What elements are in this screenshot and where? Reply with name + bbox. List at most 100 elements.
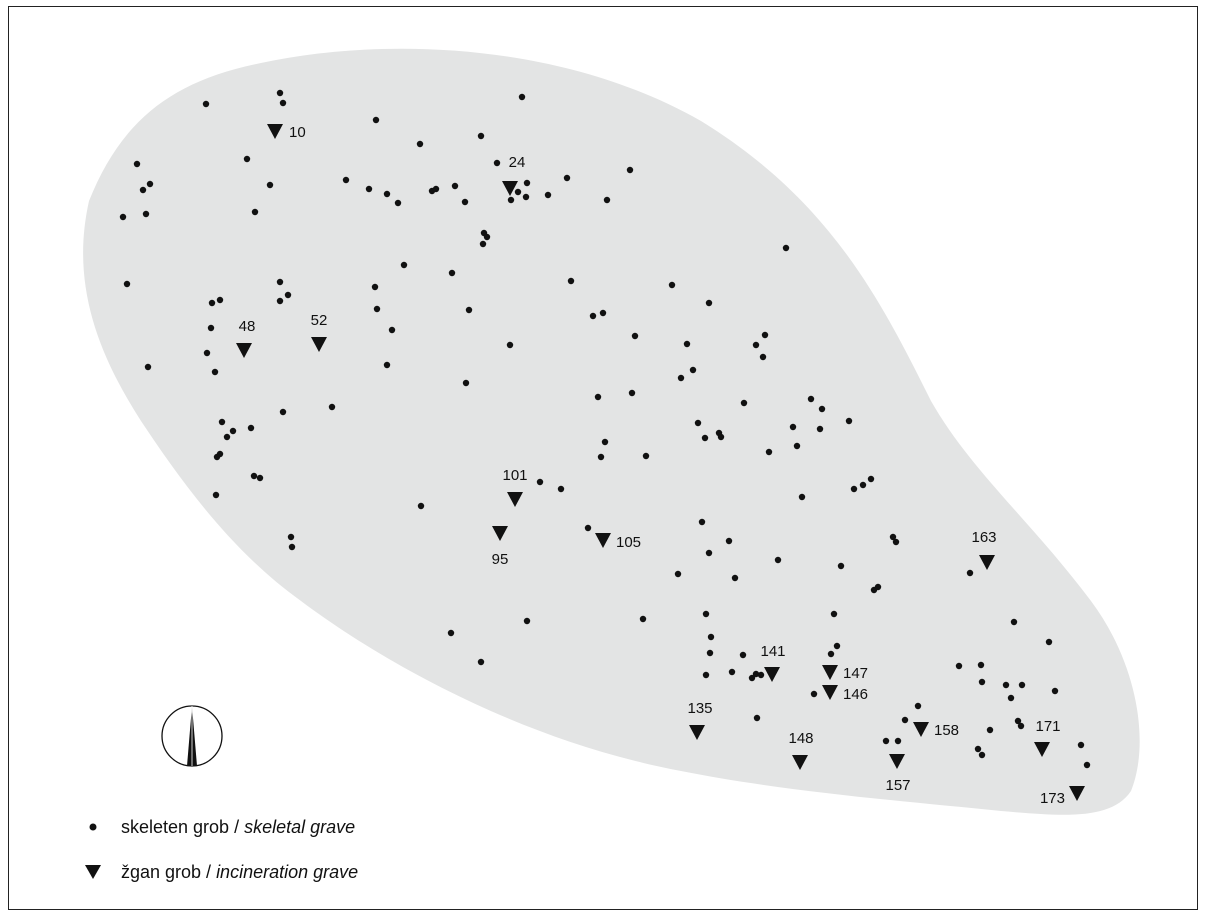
incineration-grave-label: 105 — [616, 534, 641, 551]
incineration-grave-label: 171 — [1035, 718, 1060, 735]
skeletal-grave-marker — [448, 269, 456, 277]
skeletal-grave-marker — [507, 196, 515, 204]
skeletal-grave-marker — [544, 191, 552, 199]
legend-skeletal-label: skeleten grob / skeletal grave — [121, 817, 355, 837]
north-arrow — [161, 705, 223, 767]
skeletal-grave-marker — [882, 737, 890, 745]
skeletal-grave-marker — [986, 726, 994, 734]
skeletal-grave-marker — [563, 174, 571, 182]
skeletal-grave-marker — [276, 278, 284, 286]
legend-incineration-triangle — [85, 865, 101, 879]
incineration-grave-label: 135 — [687, 700, 712, 717]
incineration-grave-marker — [311, 337, 327, 352]
skeletal-grave-marker — [706, 649, 714, 657]
incineration-grave-marker — [822, 665, 838, 680]
incineration-grave-label: 157 — [885, 777, 910, 794]
legend-skeletal-dot — [89, 823, 97, 831]
skeletal-grave-marker — [955, 662, 963, 670]
skeletal-grave-marker — [372, 116, 380, 124]
skeletal-grave-marker — [522, 193, 530, 201]
skeletal-grave-marker — [247, 424, 255, 432]
skeletal-grave-marker — [400, 261, 408, 269]
skeletal-grave-marker — [850, 485, 858, 493]
skeletal-grave-marker — [447, 629, 455, 637]
skeletal-grave-marker — [371, 283, 379, 291]
skeletal-grave-marker — [626, 166, 634, 174]
skeletal-grave-marker — [759, 353, 767, 361]
skeletal-grave-marker — [639, 615, 647, 623]
skeletal-grave-marker — [739, 651, 747, 659]
skeletal-grave-marker — [465, 306, 473, 314]
skeletal-grave-marker — [416, 140, 424, 148]
skeletal-grave-marker — [748, 674, 756, 682]
skeletal-grave-marker — [774, 556, 782, 564]
legend: skeleten grob / skeletal grave žgan grob… — [85, 817, 358, 882]
skeletal-grave-marker — [451, 182, 459, 190]
incineration-grave-label: 147 — [843, 665, 868, 682]
incineration-graves-layer: 10 24 48 52 101 95 105 163 141 147 146 135 158 148 157… — [236, 124, 1085, 807]
legend-incineration-label: žgan grob / incineration grave — [121, 862, 358, 882]
skeletal-grave-marker — [1018, 681, 1026, 689]
skeletal-grave-marker — [1002, 681, 1010, 689]
skeletal-grave-marker — [689, 366, 697, 374]
skeletal-grave-marker — [892, 538, 900, 546]
skeletal-grave-marker — [477, 132, 485, 140]
skeletal-grave-marker — [383, 190, 391, 198]
skeletal-grave-marker — [597, 453, 605, 461]
skeletal-grave-marker — [276, 89, 284, 97]
incineration-grave-label: 163 — [971, 529, 996, 546]
skeletal-grave-marker — [589, 312, 597, 320]
skeletal-grave-marker — [229, 427, 237, 435]
skeletal-grave-marker — [208, 299, 216, 307]
legend-incineration-plain: žgan grob / — [121, 862, 216, 882]
legend-skeletal-plain: skeleten grob / — [121, 817, 244, 837]
skeletal-grave-marker — [966, 569, 974, 577]
skeletal-grave-marker — [279, 408, 287, 416]
incineration-grave-marker — [267, 124, 283, 139]
skeletal-grave-marker — [642, 452, 650, 460]
incineration-grave-marker — [822, 685, 838, 700]
skeletal-grave-marker — [628, 389, 636, 397]
incineration-grave-marker — [502, 181, 518, 196]
skeletal-grave-marker — [757, 671, 765, 679]
skeletal-grave-marker — [417, 502, 425, 510]
skeletal-grave-marker — [216, 296, 224, 304]
skeletal-grave-marker — [483, 233, 491, 241]
skeletal-grave-marker — [740, 399, 748, 407]
skeletal-grave-marker — [146, 180, 154, 188]
skeletal-grave-marker — [1083, 761, 1091, 769]
skeletal-grave-marker — [725, 537, 733, 545]
skeletal-grave-marker — [845, 417, 853, 425]
skeletal-grave-marker — [506, 341, 514, 349]
incineration-grave-label: 95 — [492, 551, 509, 568]
skeletal-grave-marker — [536, 478, 544, 486]
skeletal-grave-marker — [807, 395, 815, 403]
skeletal-grave-marker — [833, 642, 841, 650]
skeletal-grave-marker — [816, 425, 824, 433]
skeletal-grave-marker — [432, 185, 440, 193]
skeletal-grave-marker — [287, 533, 295, 541]
skeletal-grave-marker — [698, 518, 706, 526]
skeletal-grave-marker — [266, 181, 274, 189]
incineration-grave-marker — [913, 722, 929, 737]
skeletal-grave-marker — [707, 633, 715, 641]
skeletal-grave-marker — [810, 690, 818, 698]
skeletal-grave-marker — [859, 481, 867, 489]
skeletal-grave-marker — [789, 423, 797, 431]
skeletal-grave-marker — [717, 433, 725, 441]
skeletal-grave-marker — [211, 368, 219, 376]
incineration-grave-label: 48 — [239, 318, 256, 335]
skeletal-grave-marker — [1014, 717, 1022, 725]
skeletal-grave-marker — [462, 379, 470, 387]
skeletal-grave-marker — [677, 374, 685, 382]
skeletal-grave-marker — [731, 574, 739, 582]
skeletal-grave-marker — [818, 405, 826, 413]
skeletal-grave-marker — [342, 176, 350, 184]
skeletal-grave-marker — [1077, 741, 1085, 749]
incineration-grave-label: 148 — [788, 730, 813, 747]
skeletal-grave-marker — [477, 658, 485, 666]
incineration-grave-label: 10 — [289, 124, 306, 141]
skeletal-grave-marker — [557, 485, 565, 493]
incineration-grave-label: 141 — [760, 643, 785, 660]
skeletal-grave-marker — [251, 208, 259, 216]
